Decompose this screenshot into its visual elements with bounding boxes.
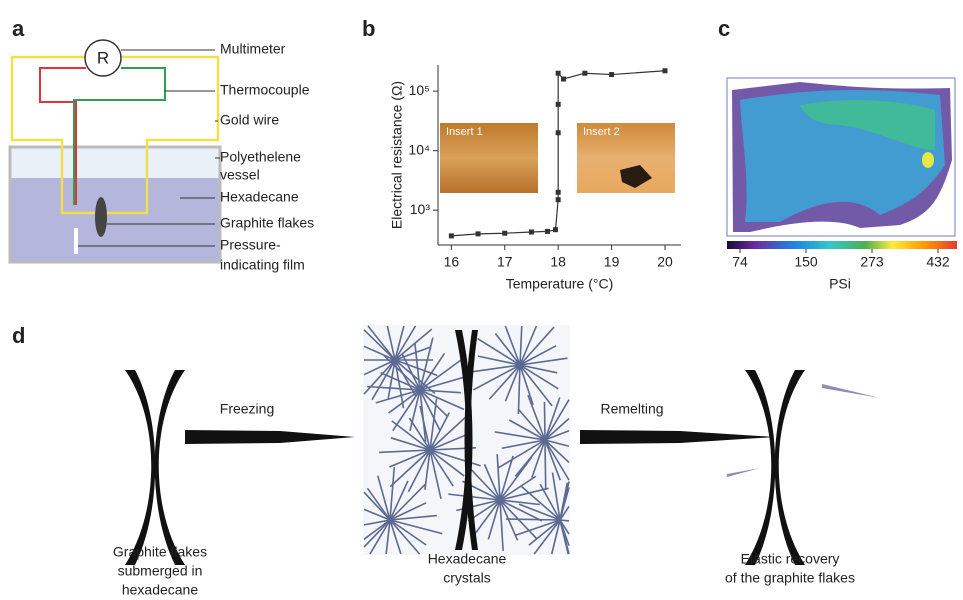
figure: a b c d R Multimeter Thermocouple Gold wir… bbox=[0, 0, 963, 600]
component-label: Polyethelene bbox=[220, 149, 301, 165]
point bbox=[561, 76, 566, 81]
hexadecane-liquid bbox=[12, 178, 219, 261]
caption: of the graphite flakes bbox=[725, 570, 855, 586]
colorbar-label: PSi bbox=[829, 276, 851, 292]
x-tick-label: 19 bbox=[604, 254, 620, 270]
page: a b c d R Multimeter Thermocouple Gold wir… bbox=[0, 0, 963, 600]
panel-a: R Multimeter Thermocouple Gold wire Polyeth… bbox=[10, 40, 314, 273]
x-tick-label: 16 bbox=[444, 254, 460, 270]
x-tick-label: 17 bbox=[497, 254, 513, 270]
pressure-peak bbox=[922, 152, 934, 168]
panel-label: c bbox=[718, 16, 730, 41]
component-label: vessel bbox=[220, 167, 260, 183]
flakes-left bbox=[125, 370, 185, 565]
meter-symbol: R bbox=[97, 48, 109, 67]
panel-d: Freezing Remelting Graphite flakes submer… bbox=[113, 325, 880, 598]
colorbar-tick-label: 150 bbox=[794, 254, 818, 270]
insert-label: Insert 1 bbox=[446, 126, 483, 138]
colorbar-tick-label: 432 bbox=[926, 254, 950, 270]
caption: Elastic recovery bbox=[741, 551, 840, 567]
crystal-needle bbox=[545, 440, 546, 490]
point bbox=[476, 231, 481, 236]
point bbox=[553, 227, 558, 232]
point bbox=[556, 71, 561, 76]
component-label: Pressure- bbox=[220, 237, 281, 253]
x-tick-label: 20 bbox=[657, 254, 673, 270]
component-label: Multimeter bbox=[220, 41, 286, 57]
caption: hexadecane bbox=[122, 582, 199, 598]
panel-label: d bbox=[12, 323, 25, 348]
graphite-flake bbox=[95, 197, 107, 237]
point bbox=[556, 197, 561, 202]
colorbar-tick-label: 74 bbox=[732, 254, 748, 270]
point bbox=[556, 102, 561, 107]
caption: submerged in bbox=[118, 563, 203, 579]
x-axis-label: Temperature (°C) bbox=[506, 276, 614, 292]
colorbar bbox=[727, 241, 957, 249]
colorbar-tick-label: 273 bbox=[860, 254, 884, 270]
x-tick-label: 18 bbox=[550, 254, 566, 270]
panel-label: b bbox=[362, 16, 375, 41]
point bbox=[502, 231, 507, 236]
point bbox=[529, 229, 534, 234]
y-axis-label: Electrical resistance (Ω) bbox=[389, 81, 405, 229]
panel-label: a bbox=[12, 16, 25, 41]
crystal-needle bbox=[506, 519, 560, 520]
crystal-needle bbox=[544, 402, 545, 440]
component-label: Graphite flakes bbox=[220, 215, 314, 231]
flakes-right bbox=[745, 370, 805, 565]
component-label: Thermocouple bbox=[220, 82, 310, 98]
caption: Hexadecane bbox=[428, 551, 507, 567]
panel-a-labels: Multimeter Thermocouple Gold wire Polyethel… bbox=[220, 41, 314, 273]
point bbox=[556, 190, 561, 195]
component-label: Hexadecane bbox=[220, 189, 299, 205]
point bbox=[449, 233, 454, 238]
point bbox=[545, 229, 550, 234]
arrow-label: Remelting bbox=[600, 401, 663, 417]
y-tick-label: 10⁴ bbox=[408, 141, 430, 157]
y-tick-label: 10³ bbox=[410, 201, 431, 217]
arrow-label: Freezing bbox=[220, 401, 274, 417]
component-label: Gold wire bbox=[220, 112, 279, 128]
arrow bbox=[580, 430, 775, 444]
panel-c: PSi 74 150 273 432 bbox=[727, 78, 957, 292]
caption: crystals bbox=[443, 570, 490, 586]
caption: Graphite flakes bbox=[113, 544, 207, 560]
point bbox=[662, 68, 667, 73]
point bbox=[556, 130, 561, 135]
point bbox=[582, 71, 587, 76]
insert-label: Insert 2 bbox=[583, 126, 620, 138]
captions: Graphite flakes submerged in hexadecane Hex… bbox=[113, 544, 855, 598]
y-tick-label: 10⁵ bbox=[409, 82, 430, 98]
film-fragment bbox=[822, 384, 880, 398]
film-fragment bbox=[727, 468, 760, 477]
pressure-film bbox=[74, 228, 78, 254]
component-label: indicating film bbox=[220, 257, 305, 273]
arrow bbox=[185, 430, 355, 444]
point bbox=[609, 72, 614, 77]
